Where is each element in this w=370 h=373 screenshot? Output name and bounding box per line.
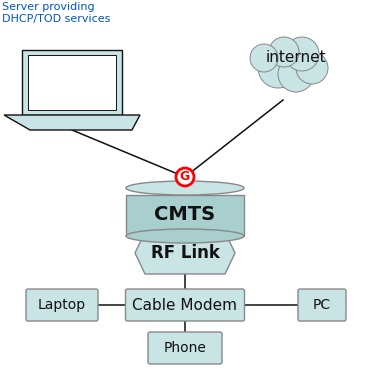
Circle shape (250, 44, 278, 72)
Circle shape (285, 37, 319, 71)
Text: PC: PC (313, 298, 331, 312)
Text: G: G (180, 170, 190, 184)
Text: Phone: Phone (164, 341, 206, 355)
Text: internet: internet (266, 50, 326, 66)
Text: CMTS: CMTS (154, 204, 216, 223)
Circle shape (176, 168, 194, 186)
Polygon shape (135, 232, 235, 274)
FancyBboxPatch shape (298, 289, 346, 321)
Text: RF Link: RF Link (151, 244, 219, 262)
Polygon shape (28, 55, 116, 110)
Text: Laptop: Laptop (38, 298, 86, 312)
Circle shape (296, 52, 328, 84)
Polygon shape (4, 115, 140, 130)
Ellipse shape (126, 181, 244, 195)
Ellipse shape (126, 229, 244, 243)
FancyBboxPatch shape (26, 289, 98, 321)
Circle shape (278, 56, 314, 92)
FancyBboxPatch shape (148, 332, 222, 364)
Polygon shape (22, 50, 122, 115)
Text: Cable Modem: Cable Modem (132, 298, 238, 313)
Text: Server providing
DHCP/TOD services: Server providing DHCP/TOD services (2, 2, 110, 24)
FancyBboxPatch shape (125, 289, 245, 321)
Circle shape (269, 37, 299, 67)
Polygon shape (126, 195, 244, 236)
Circle shape (258, 48, 298, 88)
